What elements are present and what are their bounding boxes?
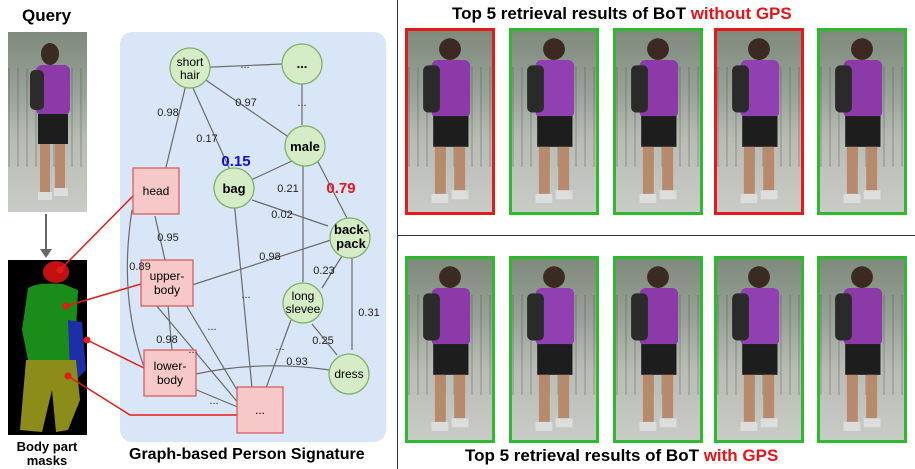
- node-short-hair-label-1: short: [177, 55, 204, 69]
- with-gps-result-5: [817, 256, 907, 443]
- node-lower-body-label-2: body: [157, 373, 183, 387]
- node-short-hair: [169, 47, 211, 89]
- query-arrow: [40, 214, 52, 258]
- without-gps-title-prefix: Top 5 retrieval results of BoT: [452, 4, 691, 23]
- node-long-sleeve-label-2: slevee: [286, 302, 321, 316]
- node-dress: [328, 353, 370, 395]
- edge-label-017: 0.17: [196, 133, 217, 145]
- node-ellipsis-bottom: [236, 386, 284, 434]
- node-backpack-label-1: back-: [334, 222, 368, 237]
- without-gps-result-3: [613, 28, 703, 215]
- horizontal-divider: [397, 235, 915, 236]
- query-image: [8, 32, 87, 212]
- node-male-label: male: [290, 139, 320, 154]
- edge-label-025: 0.25: [312, 335, 333, 347]
- without-gps-result-5: [817, 28, 907, 215]
- edge-label-015: 0.15: [221, 153, 250, 170]
- node-lower-body-label-1: lower-: [154, 359, 187, 373]
- node-ellipsis-top: [281, 43, 323, 85]
- node-upper-body: [140, 259, 194, 307]
- masks-caption-line2: masks: [26, 453, 68, 468]
- node-upper-body-label-1: upper-: [150, 269, 185, 283]
- without-gps-result-2: [509, 28, 599, 215]
- edge-label-023: 0.23: [313, 265, 334, 277]
- node-male: [284, 125, 326, 167]
- node-backpack-label-2: pack: [336, 236, 366, 251]
- graph-caption: Graph-based Person Signature: [129, 446, 365, 463]
- edge-dots-low-a: ...: [188, 344, 197, 356]
- query-title: Query: [22, 6, 72, 25]
- edge-label-098-a: 0.98: [157, 107, 178, 119]
- edge-label-002: 0.02: [271, 209, 292, 221]
- edge-label-031: 0.31: [358, 307, 379, 319]
- with-gps-result-4: [714, 256, 804, 443]
- masks-caption-line1: Body part: [16, 439, 78, 454]
- node-head: [132, 167, 180, 215]
- node-dress-label: dress: [334, 367, 363, 381]
- node-bag: [213, 167, 255, 209]
- with-gps-title-prefix: Top 5 retrieval results of BoT: [465, 446, 704, 465]
- with-gps-title: Top 5 retrieval results of BoT with GPS: [465, 446, 778, 466]
- node-long-sleeve-label-1: long: [292, 289, 315, 303]
- node-long-sleeve: [282, 282, 324, 324]
- node-ellipsis-top-label: ...: [297, 56, 308, 71]
- edge-label-089: 0.89: [129, 261, 150, 273]
- edge-label-021: 0.21: [277, 183, 298, 195]
- graph-diagram: short hair ... male bag back- pack long …: [56, 43, 380, 434]
- node-head-label: head: [143, 184, 170, 198]
- edge-label-097: 0.97: [235, 97, 256, 109]
- edge-dots-mid-c: ...: [275, 341, 284, 353]
- node-upper-body-label-2: body: [154, 283, 180, 297]
- without-gps-title: Top 5 retrieval results of BoT without G…: [452, 4, 792, 24]
- without-gps-result-1: [405, 28, 495, 215]
- masks-caption: Body part masks: [2, 440, 92, 468]
- with-gps-result-1: [405, 256, 495, 443]
- without-gps-title-highlight: without GPS: [690, 4, 792, 23]
- edge-dots-low-b: ...: [209, 395, 218, 407]
- node-bag-label: bag: [222, 181, 245, 196]
- edge-label-098-c: 0.98: [156, 334, 177, 346]
- edge-label-079: 0.79: [326, 180, 355, 197]
- with-gps-result-3: [613, 256, 703, 443]
- node-lower-body: [143, 349, 197, 397]
- edge-dots-mid-a: ...: [207, 321, 216, 333]
- edge-dots-top-right: ...: [297, 97, 306, 109]
- edge-label-093: 0.93: [286, 356, 307, 368]
- node-backpack: [329, 217, 371, 259]
- without-gps-result-4: [714, 28, 804, 215]
- edge-dots-top-mid: ...: [240, 59, 249, 71]
- with-gps-title-highlight: with GPS: [703, 446, 779, 465]
- node-short-hair-label-2: hair: [180, 68, 200, 82]
- edge-label-095: 0.95: [157, 232, 178, 244]
- vertical-divider: [397, 0, 398, 469]
- with-gps-result-2: [509, 256, 599, 443]
- node-ellipsis-bottom-label: ...: [255, 403, 265, 417]
- edge-dots-mid-b: ...: [241, 289, 250, 301]
- edge-label-098-b: 0.98: [259, 251, 280, 263]
